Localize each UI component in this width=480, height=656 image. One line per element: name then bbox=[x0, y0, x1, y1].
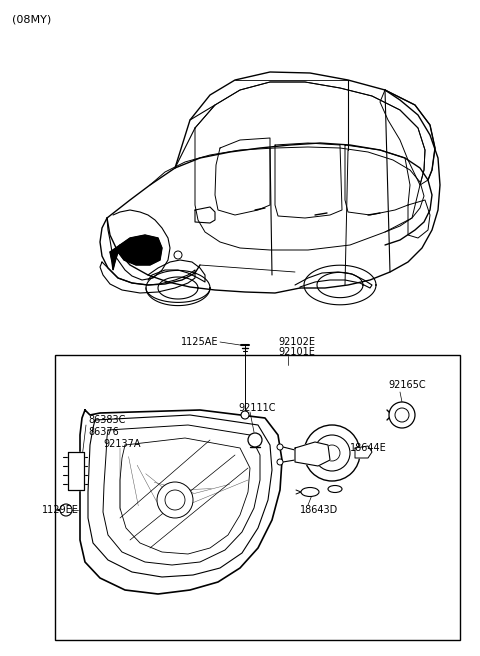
Text: (08MY): (08MY) bbox=[12, 14, 51, 24]
Text: 92111C: 92111C bbox=[238, 403, 276, 413]
Text: 18643D: 18643D bbox=[300, 505, 338, 515]
Circle shape bbox=[314, 435, 350, 471]
Polygon shape bbox=[295, 442, 330, 466]
Polygon shape bbox=[110, 245, 120, 270]
Circle shape bbox=[324, 445, 340, 461]
Text: 86383C: 86383C bbox=[88, 415, 125, 425]
Circle shape bbox=[157, 482, 193, 518]
Text: 1129EE: 1129EE bbox=[42, 505, 79, 515]
Circle shape bbox=[304, 425, 360, 481]
Ellipse shape bbox=[301, 487, 319, 497]
Text: 92165C: 92165C bbox=[388, 380, 426, 390]
Text: 92137A: 92137A bbox=[103, 439, 141, 449]
Text: 18644E: 18644E bbox=[350, 443, 387, 453]
Text: 92102E: 92102E bbox=[278, 337, 315, 347]
Text: 1125AE: 1125AE bbox=[180, 337, 218, 347]
Circle shape bbox=[395, 408, 409, 422]
Circle shape bbox=[389, 402, 415, 428]
Circle shape bbox=[174, 251, 182, 259]
Circle shape bbox=[165, 490, 185, 510]
Polygon shape bbox=[68, 452, 84, 490]
Circle shape bbox=[248, 433, 262, 447]
Polygon shape bbox=[118, 235, 162, 265]
Circle shape bbox=[60, 504, 72, 516]
Text: 86376: 86376 bbox=[88, 427, 119, 437]
Circle shape bbox=[277, 459, 283, 465]
Circle shape bbox=[241, 411, 249, 419]
Polygon shape bbox=[355, 446, 372, 458]
Bar bbox=[55, 355, 460, 640]
Text: 92101E: 92101E bbox=[278, 347, 315, 357]
Circle shape bbox=[277, 444, 283, 450]
Ellipse shape bbox=[328, 485, 342, 493]
